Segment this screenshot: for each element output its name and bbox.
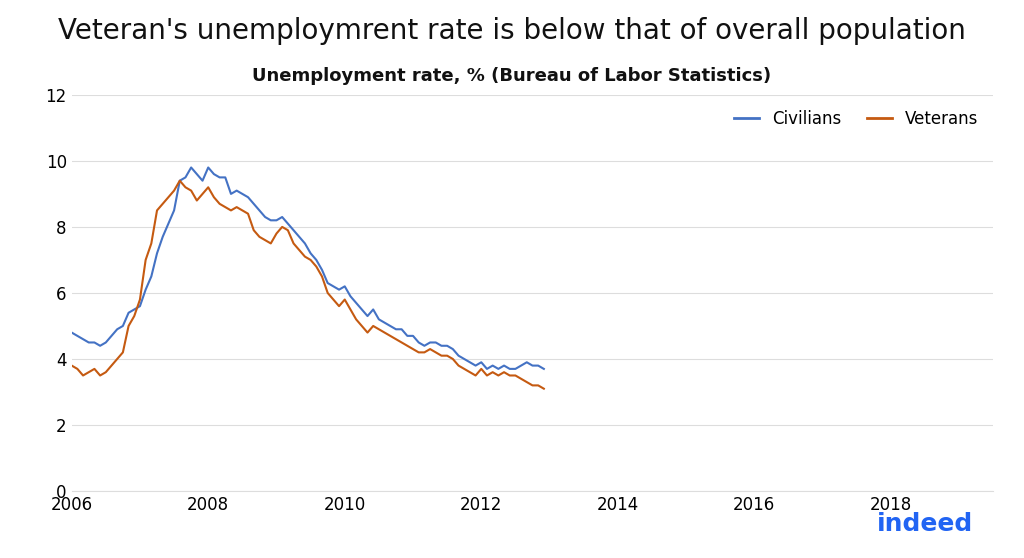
- Text: indeed: indeed: [877, 512, 973, 536]
- Veterans: [66, 362, 78, 369]
- Legend: Civilians, Veterans: Civilians, Veterans: [727, 103, 985, 134]
- Veterans: [453, 362, 465, 369]
- Civilians: [453, 352, 465, 359]
- Veterans: [174, 177, 186, 184]
- Civilians: [66, 329, 78, 336]
- Civilians: [481, 365, 494, 372]
- Civilians: [304, 250, 316, 257]
- Civilians: [430, 339, 442, 346]
- Veterans: [282, 227, 294, 234]
- Text: Veteran's unemploymrent rate is below that of overall population: Veteran's unemploymrent rate is below th…: [58, 17, 966, 45]
- Civilians: [282, 220, 294, 227]
- Veterans: [72, 365, 84, 372]
- Veterans: [304, 257, 316, 263]
- Veterans: [430, 349, 442, 356]
- Veterans: [538, 386, 550, 392]
- Line: Civilians: Civilians: [72, 167, 544, 369]
- Veterans: [94, 372, 106, 379]
- Text: Unemployment rate, % (Bureau of Labor Statistics): Unemployment rate, % (Bureau of Labor St…: [253, 67, 771, 85]
- Civilians: [538, 365, 550, 372]
- Line: Veterans: Veterans: [72, 181, 544, 389]
- Civilians: [94, 343, 106, 349]
- Civilians: [72, 333, 84, 339]
- Civilians: [185, 164, 198, 171]
